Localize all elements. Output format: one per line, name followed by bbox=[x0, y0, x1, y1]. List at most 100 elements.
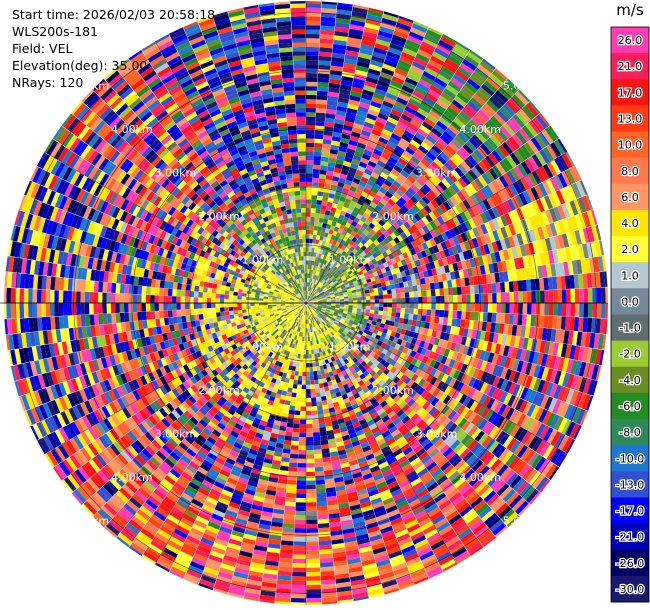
velocity-bin bbox=[404, 43, 419, 53]
velocity-bin bbox=[377, 175, 386, 184]
velocity-bin bbox=[408, 31, 424, 41]
velocity-bin bbox=[319, 42, 333, 49]
velocity-bin bbox=[381, 128, 393, 137]
velocity-bin bbox=[390, 152, 401, 162]
velocity-bin bbox=[474, 67, 489, 80]
velocity-bin bbox=[306, 1, 322, 4]
velocity-bin bbox=[330, 234, 336, 241]
velocity-bin bbox=[464, 55, 480, 68]
velocity-bin bbox=[309, 264, 312, 270]
velocity-bin bbox=[391, 214, 400, 222]
velocity-bin bbox=[332, 48, 346, 55]
velocity-bin bbox=[356, 110, 368, 118]
velocity-bin bbox=[415, 53, 430, 63]
velocity-bin bbox=[410, 118, 422, 129]
velocity-bin bbox=[400, 153, 411, 163]
velocity-bin bbox=[350, 15, 367, 23]
velocity-bin bbox=[373, 47, 388, 56]
velocity-bin bbox=[313, 155, 322, 161]
velocity-bin bbox=[363, 149, 373, 157]
velocity-bin bbox=[311, 294, 316, 299]
velocity-bin bbox=[475, 90, 489, 103]
velocity-bin bbox=[324, 121, 335, 128]
velocity-bin bbox=[306, 190, 312, 196]
velocity-bin bbox=[310, 260, 313, 266]
velocity-bin bbox=[390, 195, 399, 204]
velocity-bin bbox=[361, 39, 376, 48]
velocity-bin bbox=[360, 245, 367, 252]
velocity-bin bbox=[376, 140, 387, 149]
velocity-bin bbox=[371, 96, 384, 105]
velocity-bin bbox=[347, 37, 362, 44]
velocity-bin bbox=[332, 43, 347, 50]
velocity-bin bbox=[315, 270, 319, 276]
velocity-bin bbox=[307, 286, 310, 292]
velocity-bin bbox=[456, 114, 469, 126]
velocity-bin bbox=[338, 259, 344, 265]
velocity-bin bbox=[364, 198, 372, 205]
velocity-bin bbox=[310, 282, 313, 288]
velocity-bin bbox=[467, 100, 480, 113]
velocity-bin bbox=[447, 124, 460, 136]
velocity-bin bbox=[426, 151, 437, 162]
velocity-bin bbox=[462, 143, 474, 155]
velocity-bin bbox=[342, 124, 353, 132]
elevation-text: Elevation(deg): 35.00 bbox=[12, 58, 148, 73]
velocity-bin bbox=[341, 164, 350, 172]
velocity-bin bbox=[344, 54, 358, 61]
velocity-bin bbox=[360, 232, 367, 239]
velocity-bin bbox=[357, 165, 366, 173]
velocity-bins bbox=[4, 1, 608, 605]
velocity-bin bbox=[363, 85, 376, 93]
velocity-bin bbox=[360, 238, 367, 246]
velocity-bin bbox=[357, 248, 364, 254]
velocity-bin bbox=[398, 117, 410, 127]
velocity-bin bbox=[407, 159, 418, 169]
velocity-bin bbox=[424, 167, 435, 178]
velocity-bin bbox=[319, 169, 327, 175]
velocity-bin bbox=[330, 207, 337, 213]
velocity-bin bbox=[306, 103, 317, 109]
velocity-bin bbox=[403, 201, 413, 211]
velocity-bin bbox=[321, 227, 326, 233]
velocity-bin bbox=[318, 277, 323, 282]
velocity-bin bbox=[360, 205, 368, 213]
velocity-bin bbox=[451, 138, 463, 150]
velocity-bin bbox=[410, 183, 420, 193]
velocity-bin bbox=[325, 117, 335, 124]
velocity-bin bbox=[317, 82, 329, 88]
velocity-bin bbox=[310, 287, 314, 293]
velocity-bin bbox=[374, 194, 383, 202]
velocity-bin bbox=[360, 176, 369, 184]
velocity-bin bbox=[381, 67, 395, 76]
velocity-bin bbox=[422, 70, 436, 81]
velocity-bin bbox=[381, 167, 391, 176]
velocity-bin bbox=[397, 17, 413, 28]
velocity-bin bbox=[397, 59, 412, 69]
velocity-bin bbox=[347, 143, 357, 151]
velocity-bin bbox=[316, 230, 322, 236]
velocity-bin bbox=[382, 63, 396, 72]
velocity-bin bbox=[307, 286, 309, 291]
velocity-bin bbox=[314, 290, 318, 295]
velocity-bin bbox=[436, 120, 448, 131]
velocity-bin bbox=[401, 181, 411, 191]
velocity-bin bbox=[326, 166, 335, 172]
velocity-bin bbox=[306, 120, 316, 126]
velocity-bin bbox=[395, 188, 405, 197]
velocity-bin bbox=[425, 134, 437, 145]
velocity-bin bbox=[312, 234, 317, 240]
velocity-bin bbox=[323, 218, 329, 224]
velocity-bin bbox=[440, 35, 456, 48]
velocity-bin bbox=[333, 123, 344, 130]
velocity-bin bbox=[322, 255, 327, 260]
velocity-bin bbox=[447, 80, 462, 93]
velocity-bin bbox=[474, 112, 487, 125]
velocity-bin bbox=[427, 88, 441, 99]
velocity-bin bbox=[335, 22, 350, 29]
velocity-bin bbox=[312, 289, 316, 294]
velocity-bin bbox=[399, 55, 414, 65]
velocity-bin bbox=[426, 63, 441, 74]
velocity-bin bbox=[407, 198, 416, 208]
velocity-bin bbox=[335, 110, 347, 117]
